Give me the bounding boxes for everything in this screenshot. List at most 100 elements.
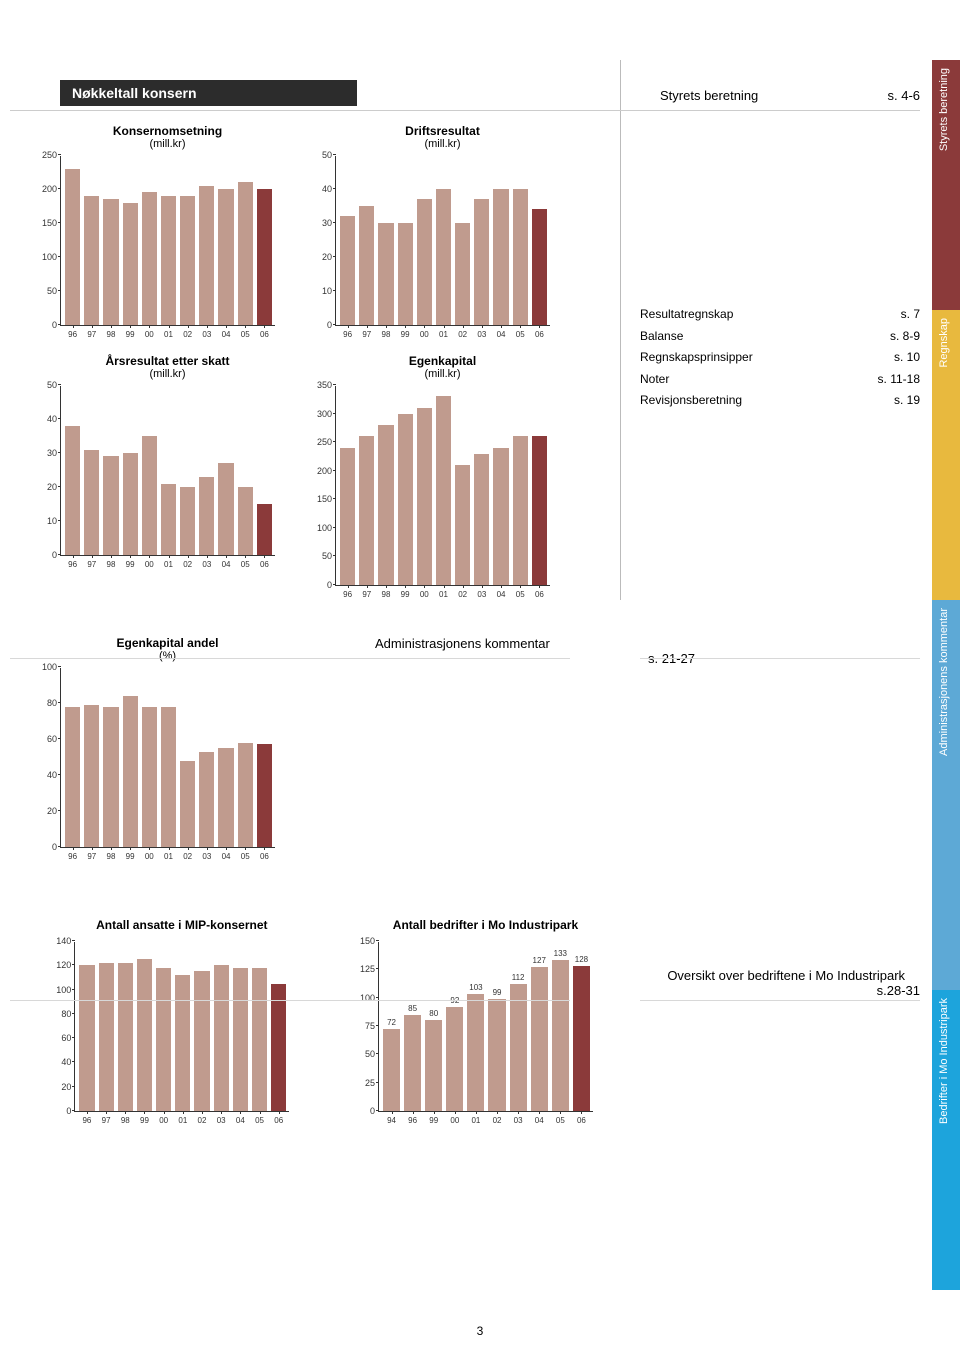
x-tick-label: 96 [68,330,77,339]
bar [552,960,569,1111]
bar [161,196,176,325]
chart-frame: 010203040509697989900010203040506 [335,156,550,326]
divider-line-3 [10,1000,570,1001]
bar [199,477,214,555]
bar [103,456,118,555]
x-tick-label: 98 [107,560,116,569]
y-tick-label: 200 [312,466,332,476]
chart-subtitle: (mill.kr) [149,138,185,150]
y-tick-label: 25 [355,1078,375,1088]
y-tick-label: 125 [355,964,375,974]
bar [238,743,253,847]
x-tick-label: 02 [183,560,192,569]
x-tick-label: 06 [260,330,269,339]
bar [142,707,157,847]
toc-page: s. 8-9 [890,326,920,348]
chart-subtitle: (mill.kr) [149,368,185,380]
x-tick-label: 04 [535,1116,544,1125]
bar [493,448,508,585]
y-tick-label: 100 [37,662,57,672]
y-tick-label: 0 [37,320,57,330]
x-tick-label: 03 [477,590,486,599]
tab-regnskap[interactable]: Regnskap [932,310,960,600]
bar [398,414,413,585]
bar [455,223,470,325]
x-tick-label: 06 [260,852,269,861]
bar [488,999,505,1111]
bar [532,436,547,585]
x-tick-label: 97 [362,330,371,339]
bar [436,396,451,585]
y-tick-label: 40 [312,184,332,194]
x-tick-label: 97 [362,590,371,599]
y-tick-label: 300 [312,409,332,419]
y-tick-label: 0 [37,842,57,852]
y-tick-label: 20 [312,252,332,262]
x-tick-label: 04 [222,852,231,861]
x-tick-label: 00 [420,330,429,339]
bar [199,752,214,847]
x-tick-label: 99 [126,330,135,339]
y-tick-label: 150 [312,494,332,504]
x-tick-label: 04 [236,1116,245,1125]
toc-page: s. 10 [894,347,920,369]
x-tick-label: 05 [241,852,250,861]
toc-row: Balanse s. 8-9 [640,326,920,348]
bar [340,448,355,585]
toc-label: Balanse [640,326,683,348]
toc-page: s. 19 [894,390,920,412]
x-tick-label: 01 [178,1116,187,1125]
section-title-text: Nøkkeltall konsern [72,85,197,101]
y-tick-label: 0 [355,1106,375,1116]
divider-line-2r [640,658,920,659]
vertical-divider [620,60,621,600]
x-tick-label: 00 [450,1116,459,1125]
y-tick-label: 250 [312,437,332,447]
bar [180,196,195,325]
bar [175,975,190,1111]
toc-row: Resultatregnskaps. 7 [640,304,920,326]
bar [161,484,176,555]
x-tick-label: 01 [439,590,448,599]
chart-title: Konsernomsetning [113,124,222,138]
tab-admin[interactable]: Administrasjonens kommentar [932,600,960,990]
bar [123,203,138,325]
bar [65,169,80,325]
x-tick-label: 01 [439,330,448,339]
bar [340,216,355,325]
tab-styrets[interactable]: Styrets beretning [932,60,960,310]
divider-line-3r [640,1000,920,1001]
chart-subtitle: (mill.kr) [424,368,460,380]
x-tick-label: 97 [87,330,96,339]
toc-label: Revisjonsberetning [640,390,742,412]
tab-bedrifter[interactable]: Bedrifter i Mo Industripark [932,990,960,1290]
x-tick-label: 05 [516,330,525,339]
chart-egenkapital: Egenkapital(mill.kr)05010015020025030035… [335,354,550,586]
toc-label: Resultatregnskap [640,304,733,326]
x-tick-label: 02 [183,852,192,861]
x-tick-label: 97 [102,1116,111,1125]
x-tick-label: 99 [401,590,410,599]
top-section-heading: Styrets beretning s. 4-6 [660,88,920,103]
bar [378,425,393,585]
y-tick-label: 100 [37,252,57,262]
x-tick-label: 05 [556,1116,565,1125]
bedrifter-toc-label: Oversikt over bedriftene i Mo Industripa… [667,968,920,983]
x-tick-label: 99 [429,1116,438,1125]
chart-title: Egenkapital [409,354,476,368]
bar [103,707,118,847]
chart-frame: 010203040509697989900010203040506 [60,386,275,556]
bar [446,1007,463,1111]
x-tick-label: 03 [202,330,211,339]
toc-row: Noters. 11-18 [640,369,920,391]
chart-driftsresultat: Driftsresultat(mill.kr)01020304050969798… [335,124,550,326]
bar [467,994,484,1111]
chart-subtitle: (mill.kr) [424,138,460,150]
x-tick-label: 01 [164,852,173,861]
bar [161,707,176,847]
bedrifter-toc-page: s.28-31 [877,983,920,998]
x-tick-label: 00 [420,590,429,599]
x-tick-label: 99 [126,852,135,861]
x-tick-label: 05 [241,560,250,569]
admin-toc-label: Administrasjonens kommentar [375,636,550,651]
